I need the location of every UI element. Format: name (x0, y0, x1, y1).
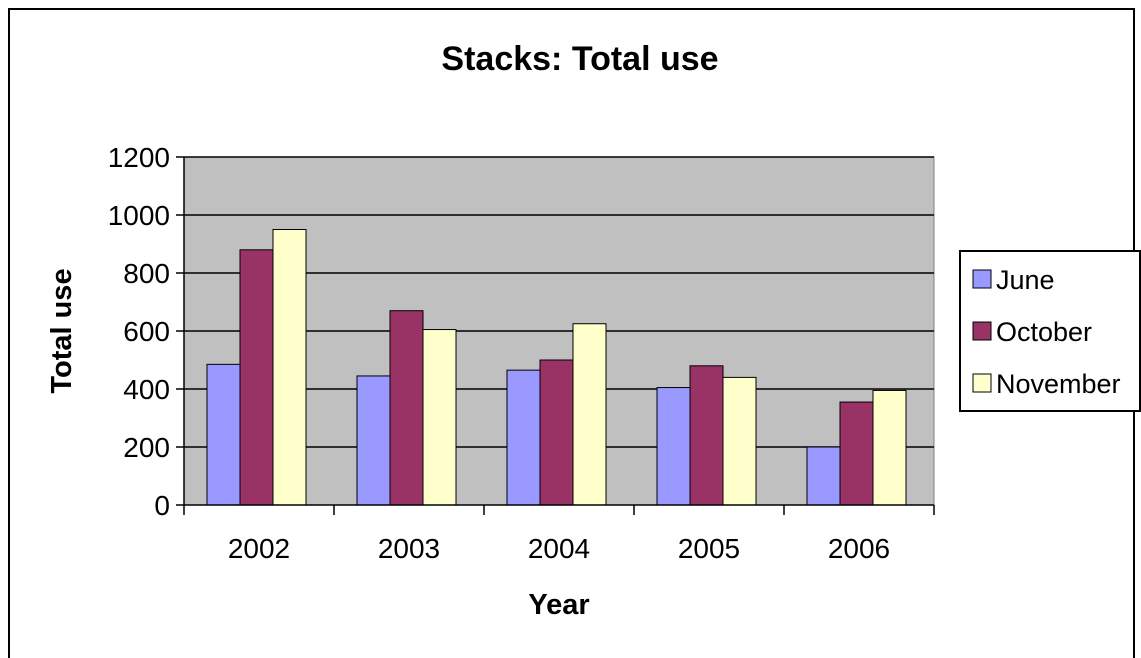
bar-october-2005 (689, 365, 724, 506)
y-tick-label: 600 (123, 316, 170, 347)
bar-november-2002 (272, 229, 307, 506)
bar-november-2006 (872, 389, 907, 506)
bar-june-2006 (806, 446, 841, 506)
bar-november-2003 (422, 329, 457, 506)
legend-swatch-october (972, 321, 992, 341)
x-tick-label: 2006 (828, 533, 890, 564)
y-tick-label: 1200 (108, 142, 170, 173)
bar-november-2004 (572, 323, 607, 506)
bar-october-2004 (539, 359, 574, 506)
legend-swatch-june (972, 269, 992, 289)
legend-swatch-november (972, 373, 992, 393)
legend-label-june: June (996, 265, 1055, 295)
bar-october-2006 (839, 401, 874, 506)
legend-label-october: October (996, 317, 1092, 347)
chart-title: Stacks: Total use (441, 40, 718, 78)
y-tick-label: 1000 (108, 200, 170, 231)
bar-october-2002 (239, 249, 274, 506)
x-tick-label: 2003 (378, 533, 440, 564)
y-axis-title: Total use (46, 268, 78, 393)
x-axis-title: Year (528, 589, 589, 621)
bar-june-2003 (356, 375, 391, 506)
bar-june-2002 (206, 363, 241, 506)
legend: June October November (959, 250, 1141, 412)
bar-october-2003 (389, 310, 424, 506)
y-tick-label: 400 (123, 374, 170, 405)
bar-november-2005 (722, 376, 757, 506)
y-tick-label: 800 (123, 258, 170, 289)
bar-june-2005 (656, 387, 691, 506)
x-axis-ticks: 2002 2003 2004 2005 2006 (183, 505, 935, 564)
y-tick-label: 0 (154, 490, 170, 521)
bar-june-2004 (506, 369, 541, 506)
y-axis-ticks: 0 200 400 600 800 1000 1200 (108, 142, 184, 521)
y-tick-label: 200 (123, 432, 170, 463)
x-tick-label: 2005 (678, 533, 740, 564)
x-tick-label: 2002 (228, 533, 290, 564)
x-tick-label: 2004 (528, 533, 590, 564)
legend-label-november: November (996, 369, 1121, 399)
